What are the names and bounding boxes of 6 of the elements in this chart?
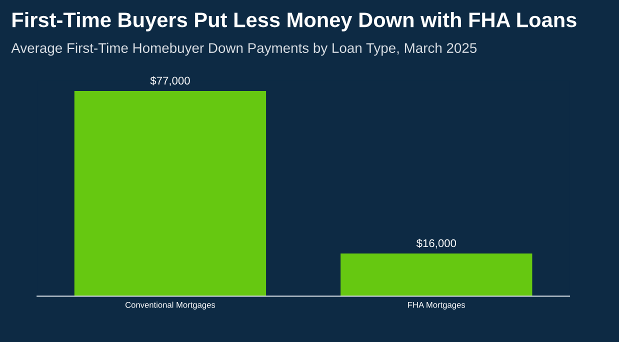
data-label: $77,000 [150, 76, 190, 86]
chart-title: First-Time Buyers Put Less Money Down with FHA Loans [12, 12, 576, 32]
x-tick-label: FHA Mortgages [408, 302, 466, 310]
x-tick-label: Conventional Mortgages [125, 302, 216, 310]
data-label: $16,000 [416, 238, 456, 248]
chart-subtitle: Average First-Time Homebuyer Down Payments by Loan Type, March 2025 [11, 42, 477, 56]
